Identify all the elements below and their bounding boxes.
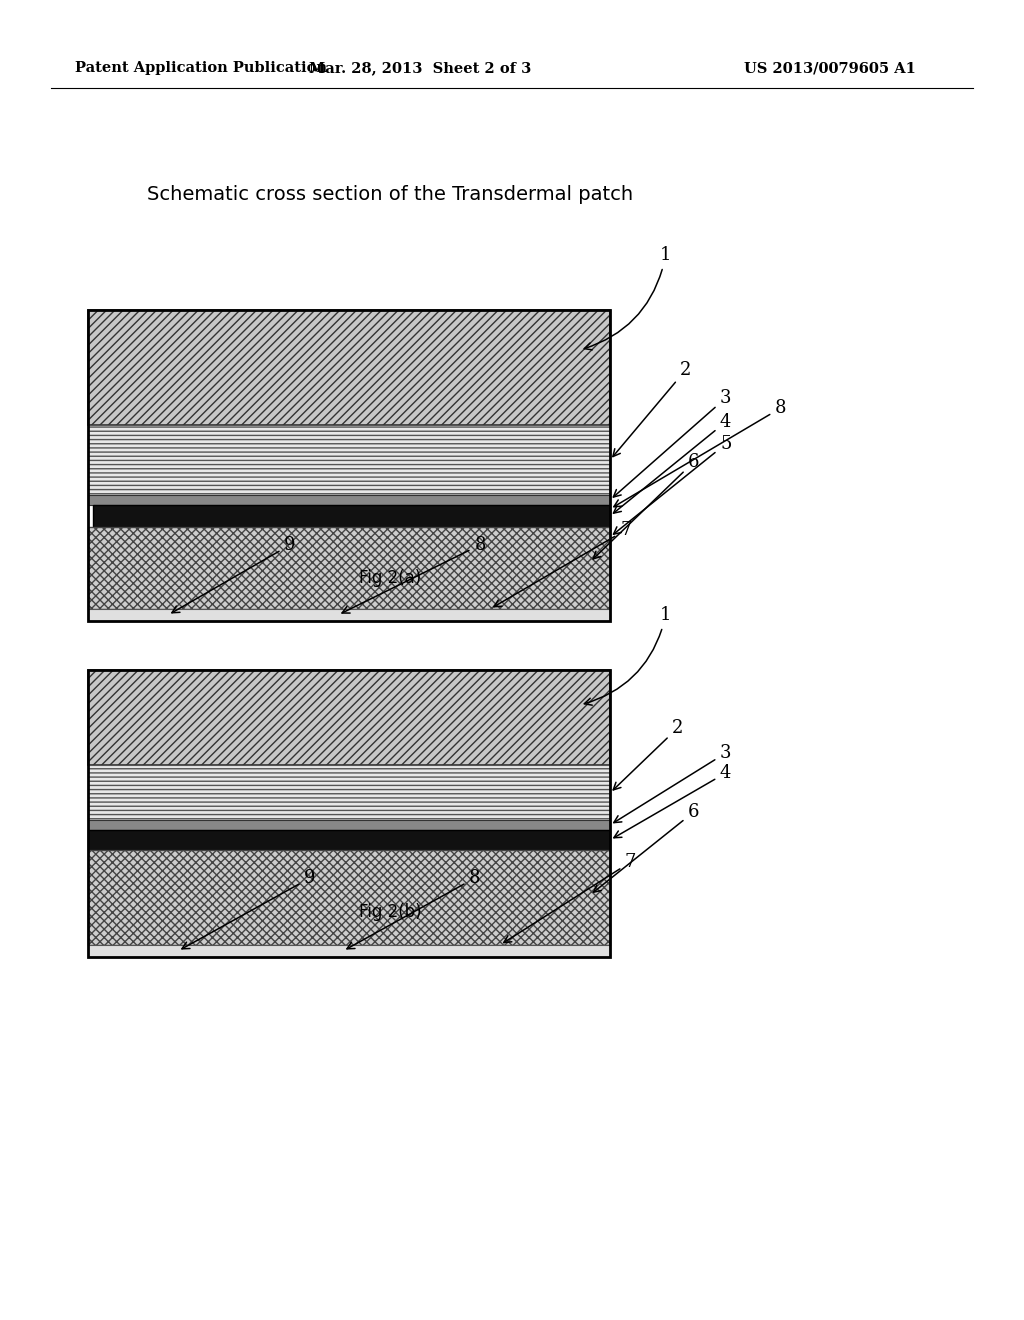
Text: Mar. 28, 2013  Sheet 2 of 3: Mar. 28, 2013 Sheet 2 of 3 xyxy=(309,61,531,75)
Text: 9: 9 xyxy=(182,869,315,949)
Bar xyxy=(88,820,610,830)
Bar xyxy=(88,766,610,820)
Bar xyxy=(88,671,610,957)
Text: 6: 6 xyxy=(593,453,699,558)
Text: 7: 7 xyxy=(504,853,636,942)
Bar xyxy=(88,830,610,850)
Text: 3: 3 xyxy=(613,744,731,822)
Text: 1: 1 xyxy=(585,246,672,350)
Text: 5: 5 xyxy=(613,436,731,535)
Bar xyxy=(88,850,610,945)
Bar xyxy=(93,506,610,527)
Text: 2: 2 xyxy=(613,719,683,789)
Text: 4: 4 xyxy=(613,764,731,838)
Bar xyxy=(88,671,610,766)
Text: 3: 3 xyxy=(613,389,731,498)
Text: 8: 8 xyxy=(347,869,480,949)
Text: Fig 2(b): Fig 2(b) xyxy=(358,903,421,921)
Text: 2: 2 xyxy=(613,360,691,457)
Text: Patent Application Publication: Patent Application Publication xyxy=(75,61,327,75)
Text: 8: 8 xyxy=(613,399,786,507)
Bar xyxy=(88,310,610,620)
Bar xyxy=(88,495,610,506)
Text: 4: 4 xyxy=(613,413,731,513)
Bar xyxy=(88,310,610,425)
Text: Schematic cross section of the Transdermal patch: Schematic cross section of the Transderm… xyxy=(146,186,633,205)
Bar xyxy=(88,425,610,495)
Text: 7: 7 xyxy=(494,521,632,607)
Text: 8: 8 xyxy=(342,536,485,612)
Text: 1: 1 xyxy=(585,606,672,705)
Text: 9: 9 xyxy=(172,536,296,612)
Text: Fig 2(a): Fig 2(a) xyxy=(358,569,421,587)
Bar xyxy=(88,527,610,609)
Text: 6: 6 xyxy=(594,803,699,892)
Bar xyxy=(88,609,610,620)
Bar xyxy=(88,945,610,957)
Text: US 2013/0079605 A1: US 2013/0079605 A1 xyxy=(744,61,915,75)
